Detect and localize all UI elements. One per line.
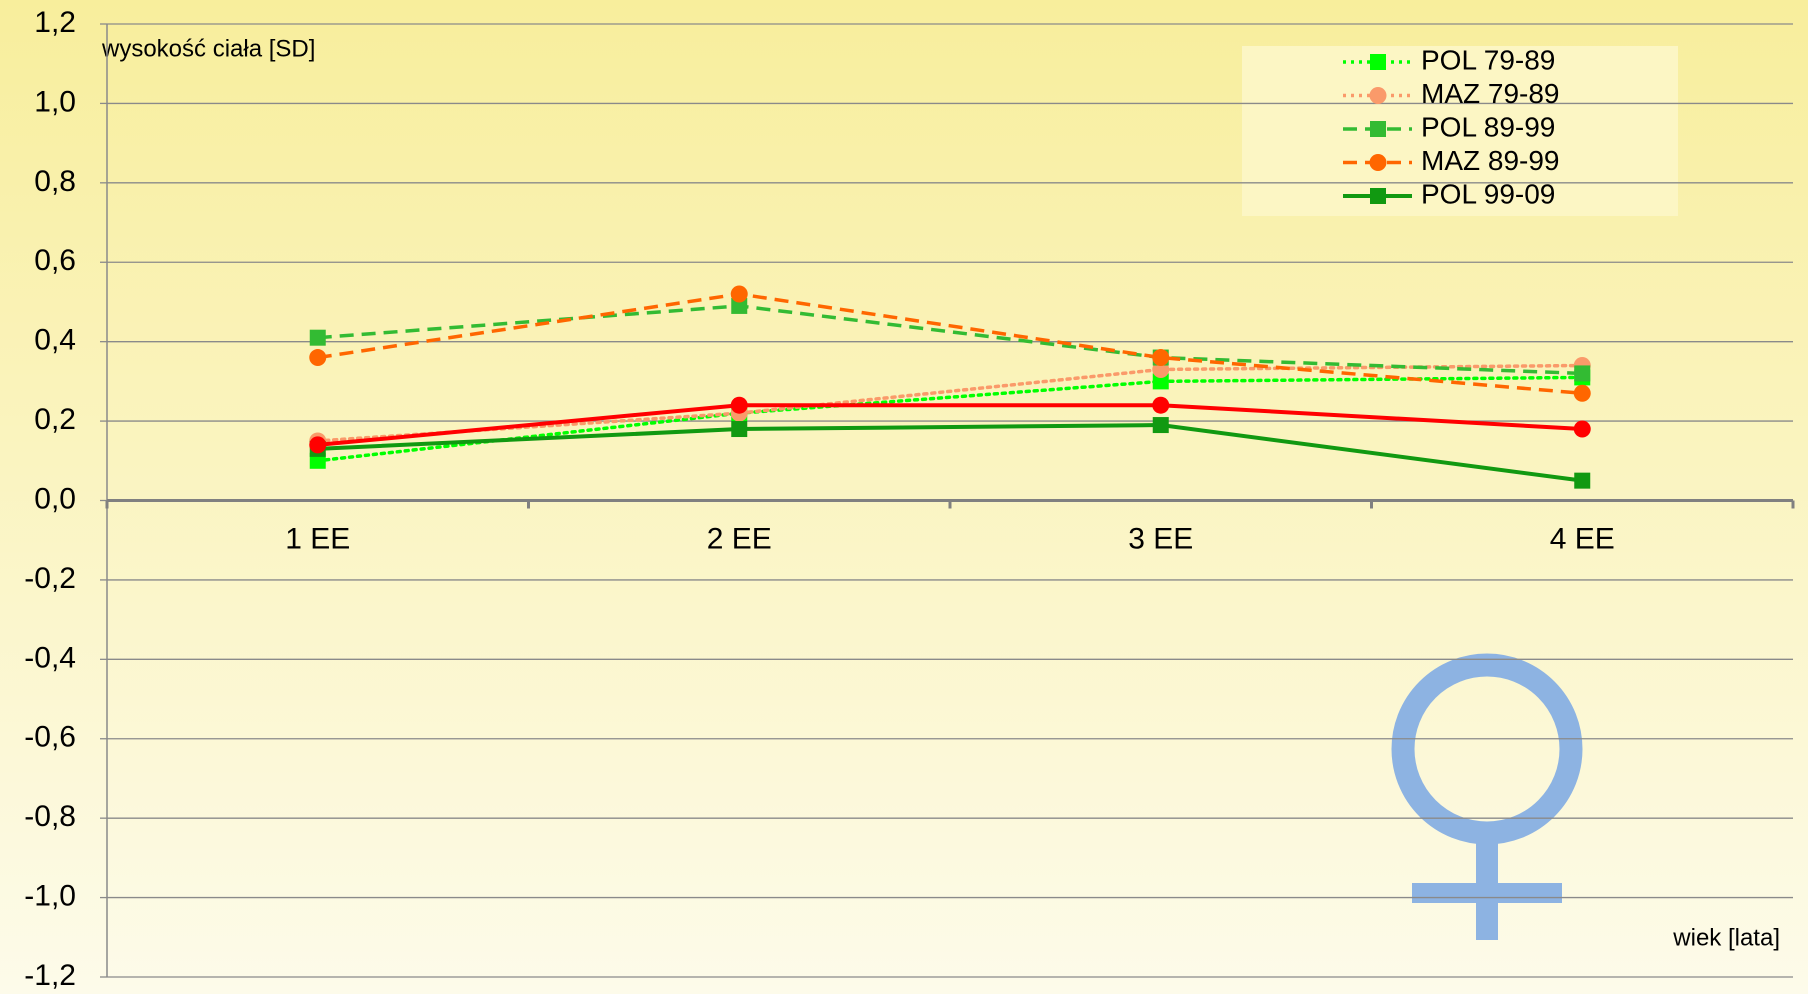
- legend-item: POL 99-09: [1343, 178, 1555, 209]
- series: [309, 396, 1591, 454]
- legend-marker: [1370, 121, 1386, 137]
- marker: [1574, 365, 1591, 382]
- marker: [309, 349, 327, 367]
- legend-item: POL 79-89: [1343, 44, 1555, 75]
- y-tick-label: -0,2: [24, 562, 76, 595]
- y-tick-label: 0,8: [34, 165, 76, 198]
- legend-marker: [1369, 154, 1387, 171]
- marker: [1152, 349, 1170, 367]
- marker: [1573, 384, 1591, 402]
- legend-box: [1242, 46, 1678, 216]
- marker: [730, 396, 748, 414]
- y-tick-label: 0,2: [34, 403, 76, 436]
- legend-label: POL 99-09: [1421, 178, 1555, 209]
- series: [309, 297, 1591, 382]
- y-tick-label: -1,0: [24, 880, 76, 913]
- series-line: [317, 304, 1583, 376]
- marker: [1152, 417, 1169, 434]
- marker: [1152, 373, 1169, 390]
- marker: [1574, 472, 1591, 489]
- legend-label: POL 79-89: [1421, 44, 1555, 75]
- x-axis-title: wiek [lata]: [1672, 924, 1780, 951]
- legend-label: POL 89-99: [1421, 111, 1555, 142]
- x-tick-label: 1 EE: [285, 522, 350, 555]
- legend-marker: [1370, 188, 1386, 204]
- legend-label: MAZ 79-89: [1421, 78, 1560, 109]
- y-tick-label: 0,0: [34, 482, 76, 515]
- y-tick-label: -0,8: [24, 800, 76, 833]
- legend-item: MAZ 79-89: [1343, 78, 1560, 109]
- y-tick-label: -0,4: [24, 641, 76, 674]
- marker: [1152, 396, 1170, 414]
- y-tick-label: -1,2: [24, 959, 76, 992]
- legend-label: MAZ 89-99: [1421, 145, 1560, 176]
- series: [309, 417, 1591, 489]
- series: [309, 285, 1591, 402]
- y-tick-label: 1,2: [34, 6, 76, 39]
- female-symbol: [1391, 653, 1583, 940]
- marker: [1573, 420, 1591, 438]
- marker: [309, 436, 327, 454]
- y-axis-title: wysokość ciała [SD]: [101, 35, 315, 62]
- y-tick-label: 0,4: [34, 324, 76, 357]
- marker: [730, 285, 748, 303]
- legend-item: MAZ 89-99: [1343, 145, 1560, 176]
- marker: [731, 421, 748, 438]
- legend-marker: [1369, 87, 1387, 104]
- series-line: [317, 403, 1583, 447]
- x-tick-label: 3 EE: [1128, 522, 1193, 555]
- legend-item: POL 89-99: [1343, 111, 1555, 142]
- legend-marker: [1370, 54, 1386, 70]
- x-tick-label: 2 EE: [707, 522, 772, 555]
- series-line: [317, 292, 1583, 396]
- x-tick-label: 4 EE: [1550, 522, 1615, 555]
- marker: [731, 297, 748, 314]
- y-tick-label: 0,6: [34, 244, 76, 277]
- y-tick-label: 1,0: [34, 85, 76, 118]
- series-line: [317, 423, 1583, 483]
- y-tick-label: -0,6: [24, 721, 76, 754]
- marker: [309, 329, 326, 346]
